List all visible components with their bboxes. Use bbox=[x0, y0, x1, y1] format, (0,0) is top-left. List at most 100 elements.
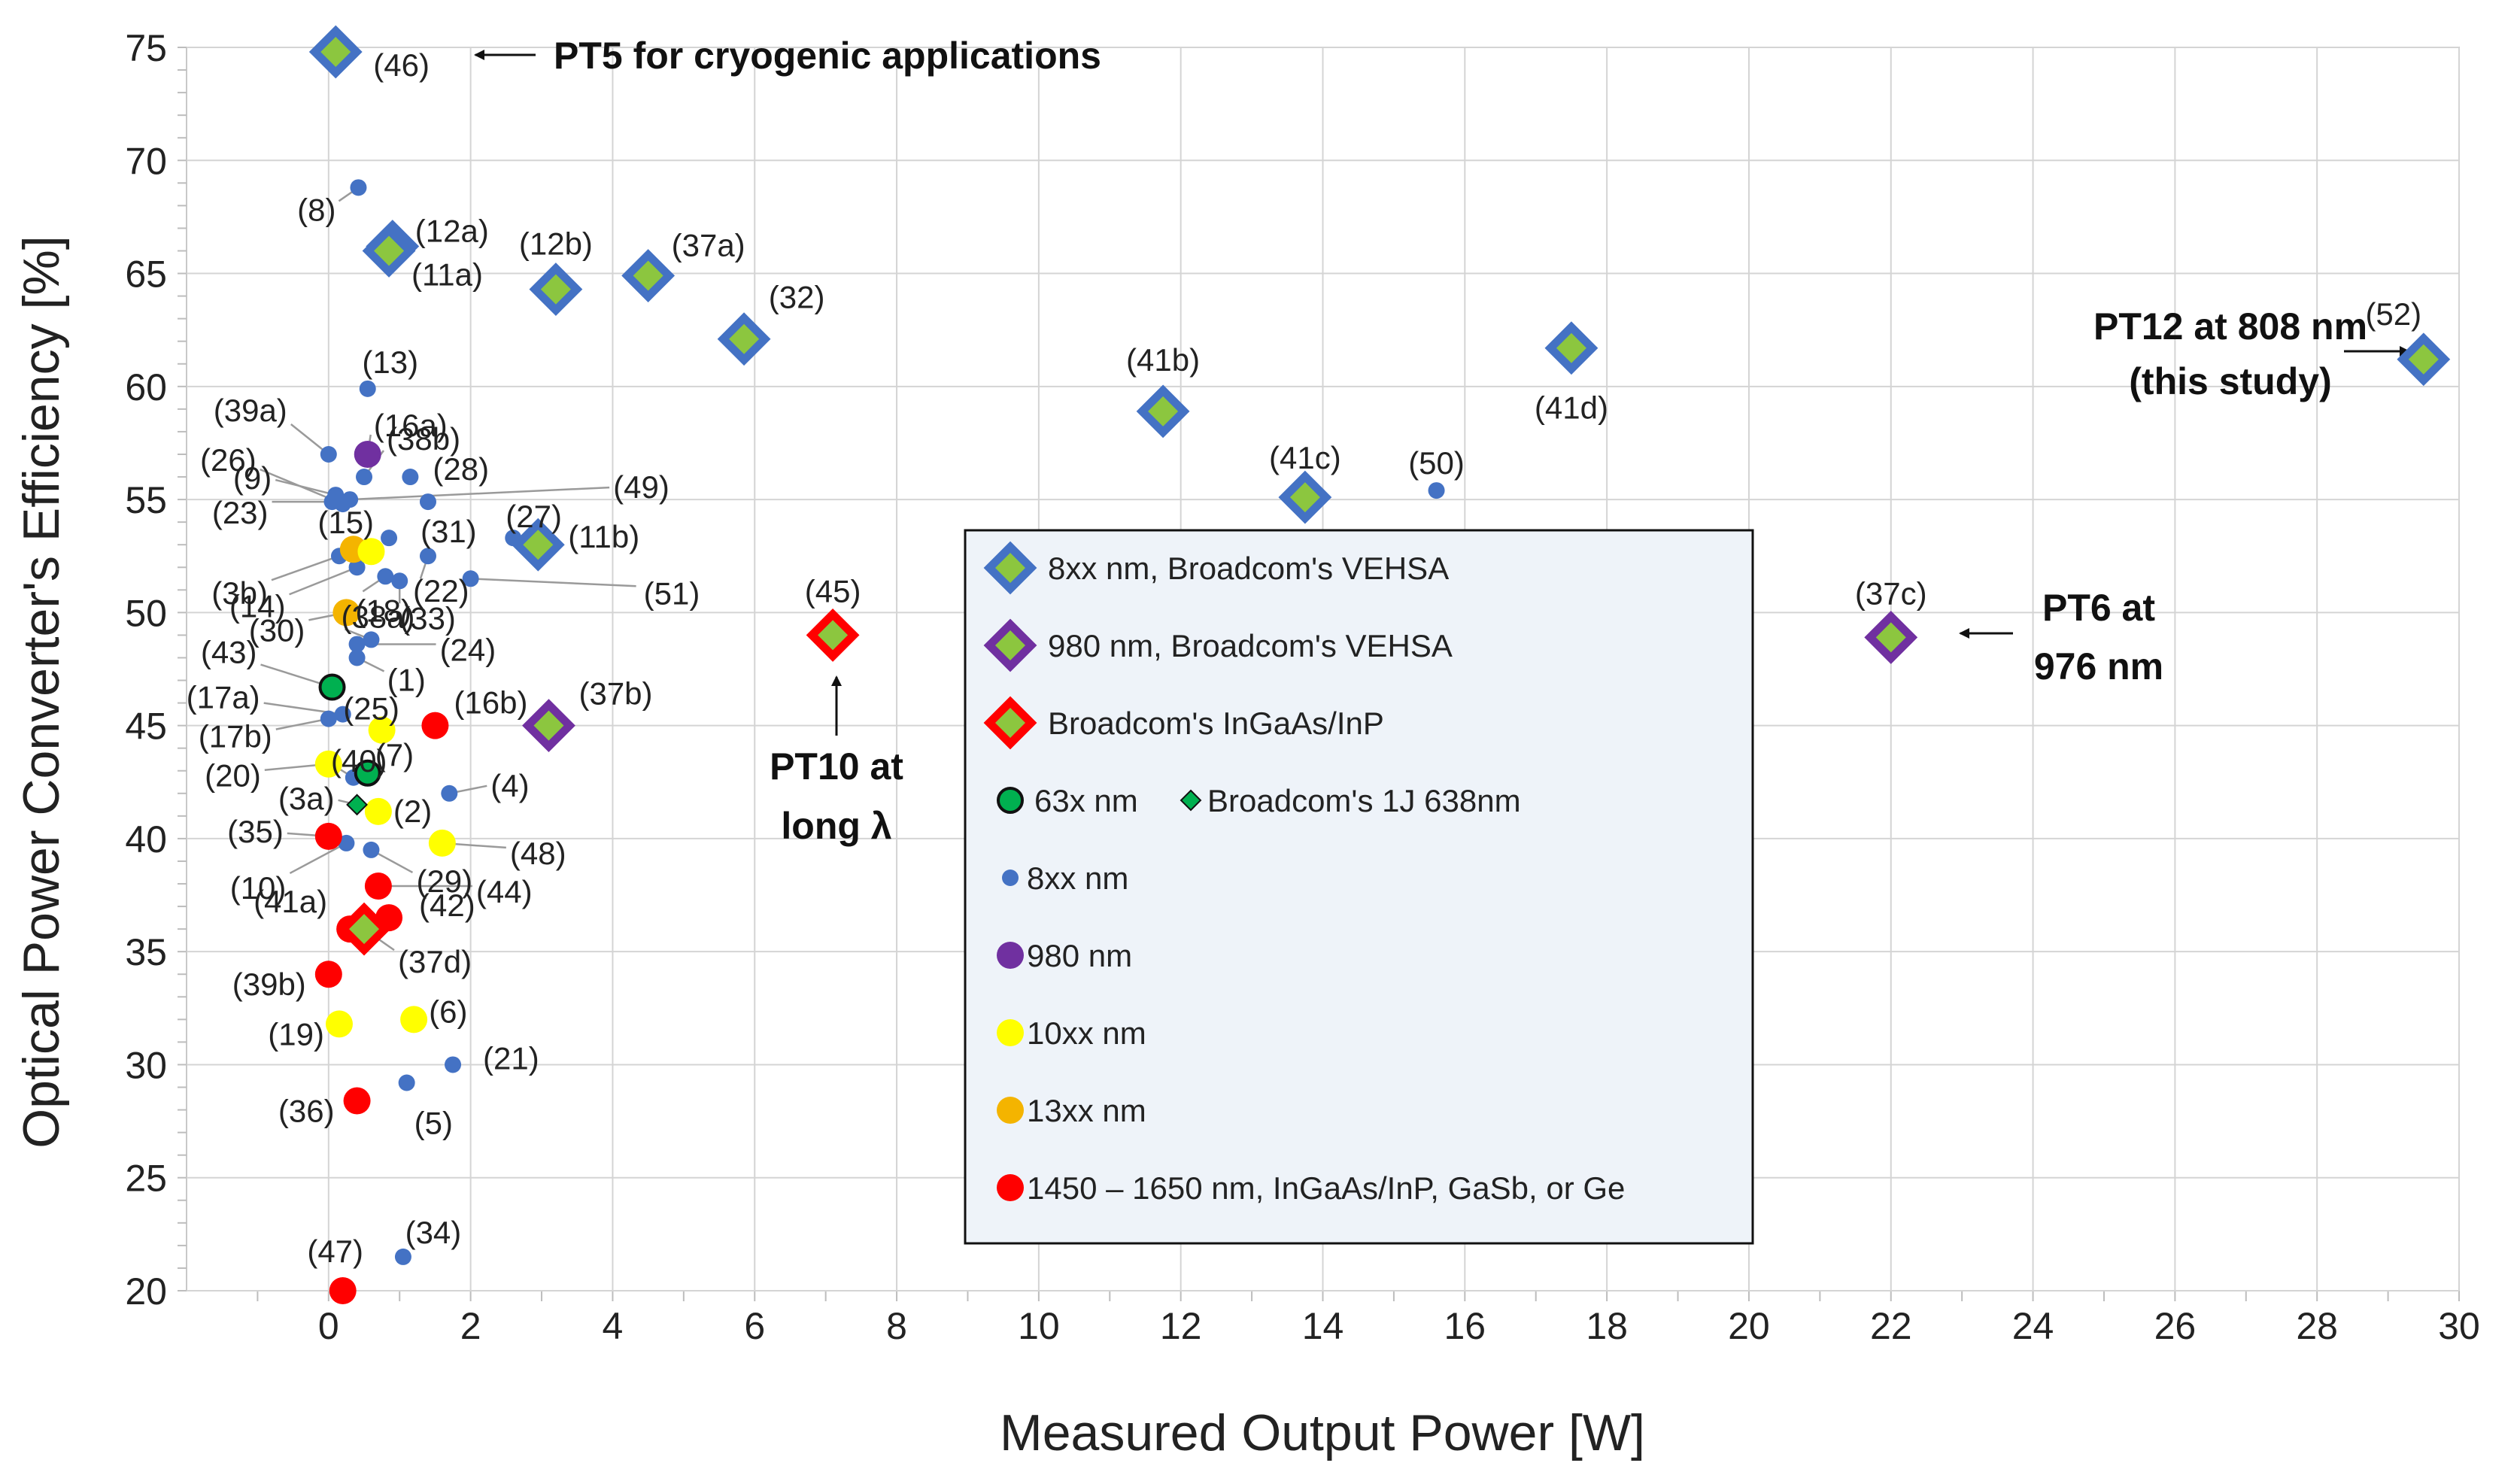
x-tick-label: 2 bbox=[460, 1305, 481, 1347]
point-label: (10) bbox=[230, 870, 287, 906]
point-15 bbox=[381, 530, 398, 547]
point-label: (16a) bbox=[374, 408, 448, 443]
y-tick-label: 55 bbox=[125, 479, 167, 521]
y-tick-label: 35 bbox=[125, 931, 167, 973]
point-13 bbox=[359, 380, 376, 397]
point-37c bbox=[1864, 611, 1918, 664]
point-label: (37d) bbox=[398, 944, 472, 979]
point-14 bbox=[348, 559, 366, 576]
annotation-pt12-line2: (this study) bbox=[2129, 360, 2331, 402]
legend-item: 8xx nm, Broadcom's VEHSA bbox=[983, 541, 1449, 595]
y-axis-label: Optical Power Converter's Efficiency [%] bbox=[13, 235, 70, 1149]
x-tick-label: 0 bbox=[318, 1305, 339, 1347]
annotation-pt6-line1: PT6 at bbox=[2042, 587, 2155, 629]
point-label: (40) bbox=[331, 743, 387, 778]
legend-marker bbox=[997, 787, 1024, 814]
legend-marker bbox=[983, 696, 1037, 750]
x-tick-label: 14 bbox=[1302, 1305, 1344, 1347]
point-label: (41d) bbox=[1535, 390, 1608, 426]
point-41b bbox=[1136, 384, 1190, 439]
point-44 bbox=[364, 873, 392, 900]
point-18 bbox=[377, 568, 394, 585]
point-label: (17a) bbox=[187, 680, 260, 715]
point-label: (16b) bbox=[454, 685, 527, 721]
point-label: (8) bbox=[297, 192, 335, 227]
point-label: (35) bbox=[227, 814, 284, 849]
point-label: (11b) bbox=[568, 519, 639, 554]
point-20 bbox=[314, 750, 342, 778]
point-17a bbox=[334, 706, 351, 723]
point-label: (9) bbox=[233, 460, 272, 496]
point-label: (45) bbox=[805, 573, 861, 609]
y-tick-label: 60 bbox=[125, 366, 167, 408]
y-tick-labels: 20 25 30 35 40 45 50 55 60 65 70 75 bbox=[125, 27, 167, 1313]
legend-label: 8xx nm bbox=[1027, 860, 1128, 896]
point-8 bbox=[350, 179, 367, 196]
point-label: (27) bbox=[506, 499, 562, 534]
x-tick-label: 22 bbox=[1870, 1305, 1912, 1347]
point-label: (52) bbox=[2365, 296, 2421, 332]
point-label: (42) bbox=[419, 888, 475, 923]
point-29 bbox=[363, 841, 380, 858]
x-tick-label: 20 bbox=[1728, 1305, 1770, 1347]
point-label: (51) bbox=[644, 575, 700, 611]
point-label: (34) bbox=[405, 1215, 462, 1250]
point-label: (38b) bbox=[387, 421, 460, 457]
point-37a bbox=[621, 249, 676, 302]
point-label: (39a) bbox=[214, 393, 287, 428]
leader-line bbox=[289, 566, 358, 596]
point-41c bbox=[1278, 470, 1332, 524]
legend-marker bbox=[983, 541, 1037, 595]
legend-marker bbox=[1002, 870, 1019, 886]
point-label: (50) bbox=[1408, 445, 1465, 481]
point-label: (49) bbox=[613, 469, 669, 505]
x-axis-label: Measured Output Power [W] bbox=[1000, 1404, 1645, 1461]
point-label: (7) bbox=[375, 737, 414, 772]
point-22 bbox=[419, 548, 436, 565]
point-label: (26) bbox=[200, 442, 257, 478]
point-label: (25) bbox=[343, 691, 399, 727]
point-7 bbox=[354, 759, 381, 787]
point-label: (39b) bbox=[232, 967, 306, 1002]
y-tick-label: 20 bbox=[125, 1270, 167, 1313]
point-38b bbox=[356, 469, 373, 486]
point-31 bbox=[419, 493, 436, 511]
x-tick-label: 26 bbox=[2154, 1305, 2197, 1347]
point-1 bbox=[348, 649, 366, 666]
point-23 bbox=[323, 493, 341, 511]
point-45 bbox=[806, 609, 860, 662]
point-11b bbox=[511, 517, 565, 572]
minor-ticks bbox=[178, 47, 187, 1291]
y-tick-label: 70 bbox=[125, 140, 167, 182]
legend-label: 63x nm bbox=[1034, 783, 1138, 818]
point-5 bbox=[398, 1074, 415, 1091]
y-tick-label: 30 bbox=[125, 1044, 167, 1086]
x-tick-label: 28 bbox=[2296, 1305, 2338, 1347]
point-47 bbox=[329, 1277, 357, 1304]
point-36 bbox=[343, 1087, 371, 1115]
point-label: (17b) bbox=[199, 719, 272, 754]
point-12b bbox=[529, 263, 583, 316]
x-tick-label: 12 bbox=[1160, 1305, 1202, 1347]
x-tick-label: 8 bbox=[886, 1305, 907, 1347]
annotation-pt6-line2: 976 nm bbox=[2034, 645, 2163, 687]
legend-label: 10xx nm bbox=[1027, 1015, 1146, 1051]
point-label: (4) bbox=[490, 768, 529, 803]
leader-line bbox=[275, 478, 336, 496]
y-tick-label: 75 bbox=[125, 27, 167, 69]
point-label: (31) bbox=[421, 514, 477, 549]
x-tick-label: 10 bbox=[1018, 1305, 1060, 1347]
y-tick-label: 45 bbox=[125, 706, 167, 748]
annotation-arrows bbox=[474, 50, 2410, 736]
point-4 bbox=[441, 785, 458, 802]
legend-item: 63x nm Broadcom's 1J 638nm bbox=[997, 783, 1521, 818]
legend-marker bbox=[983, 618, 1037, 672]
point-16a bbox=[354, 440, 381, 468]
annotation-pt10-line2: long λ bbox=[781, 805, 891, 847]
point-10 bbox=[338, 834, 355, 851]
annotation-pt5: PT5 for cryogenic applications bbox=[554, 35, 1101, 77]
annotation-pt12-line1: PT12 at 808 nm bbox=[2093, 305, 2367, 348]
point-32 bbox=[717, 312, 771, 366]
point-39a bbox=[320, 445, 337, 463]
legend-marker bbox=[997, 1097, 1024, 1124]
